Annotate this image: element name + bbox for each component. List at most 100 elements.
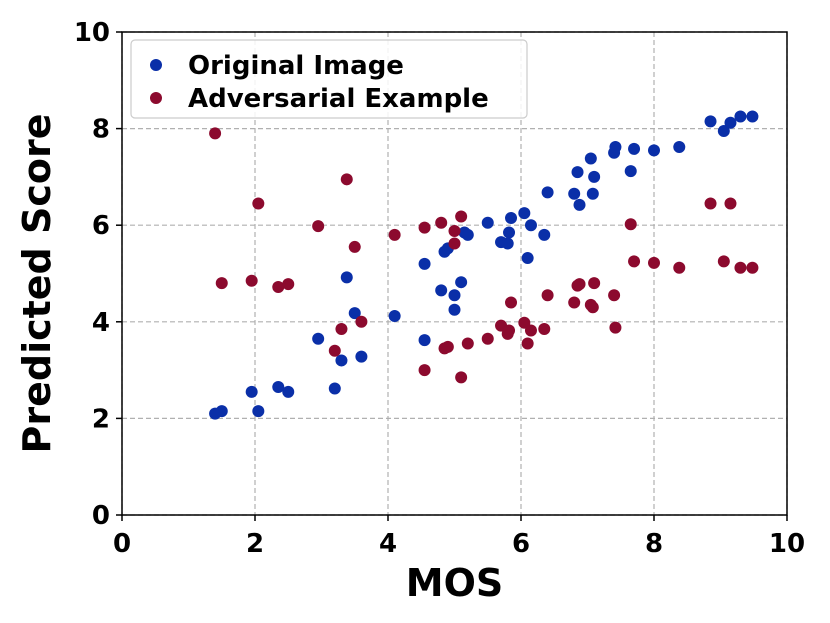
adversarial-example-point bbox=[524, 324, 537, 337]
adversarial-example-point bbox=[724, 197, 737, 210]
adversarial-example-point bbox=[388, 228, 401, 241]
adversarial-example-point bbox=[503, 324, 516, 337]
adversarial-example-point bbox=[340, 173, 353, 186]
legend-box bbox=[130, 39, 528, 119]
y-axis-label: Predicted Score bbox=[15, 114, 59, 454]
x-tick-label: 4 bbox=[379, 529, 397, 559]
adversarial-example-point bbox=[355, 315, 368, 328]
original-image-point bbox=[355, 350, 368, 363]
adversarial-example-point bbox=[435, 216, 448, 229]
adversarial-example-point bbox=[609, 321, 622, 334]
adversarial-example-point bbox=[481, 332, 494, 345]
original-image-point bbox=[215, 405, 228, 418]
original-image-point bbox=[628, 142, 641, 155]
adversarial-example-point bbox=[505, 296, 518, 309]
original-image-point bbox=[335, 354, 348, 367]
adversarial-example-point bbox=[746, 261, 759, 274]
y-tick-label: 4 bbox=[92, 308, 110, 338]
adversarial-example-point bbox=[282, 278, 295, 291]
original-image-point bbox=[746, 110, 759, 123]
adversarial-example-point bbox=[624, 218, 637, 231]
adversarial-example-point bbox=[418, 364, 431, 377]
adversarial-example-point bbox=[628, 255, 641, 268]
original-image-point bbox=[448, 289, 461, 302]
original-image-point bbox=[501, 237, 514, 250]
adversarial-example-point bbox=[461, 337, 474, 350]
adversarial-example-point bbox=[455, 371, 468, 384]
x-tick-label: 6 bbox=[512, 529, 530, 559]
original-image-point bbox=[584, 152, 597, 165]
adversarial-example-point bbox=[335, 323, 348, 336]
adversarial-example-point bbox=[328, 344, 341, 357]
y-tick-label: 10 bbox=[74, 18, 110, 48]
original-image-point bbox=[312, 332, 325, 345]
adversarial-example-point bbox=[418, 221, 431, 234]
y-tick-label: 8 bbox=[92, 115, 110, 145]
original-image-point bbox=[568, 187, 581, 200]
original-image-point bbox=[518, 207, 531, 220]
original-image-point bbox=[272, 381, 285, 394]
y-tick-label: 2 bbox=[92, 404, 110, 434]
axis-ticks: 0 2 4 6 8 10 0 2 4 6 8 10 bbox=[74, 18, 805, 559]
adversarial-example-point bbox=[541, 289, 554, 302]
adversarial-example-point bbox=[209, 127, 222, 140]
adversarial-example-point bbox=[448, 224, 461, 237]
original-image-point bbox=[340, 271, 353, 284]
data-points bbox=[209, 110, 759, 420]
adversarial-example-point bbox=[648, 256, 660, 269]
original-image-point bbox=[328, 382, 341, 395]
original-image-point bbox=[282, 385, 295, 398]
adversarial-example-point bbox=[608, 289, 621, 302]
adversarial-example-point bbox=[734, 261, 747, 274]
adversarial-example-point bbox=[441, 340, 454, 353]
original-image-point bbox=[724, 116, 737, 129]
y-tick-label: 0 bbox=[92, 501, 110, 531]
original-image-point bbox=[648, 144, 660, 157]
original-image-point bbox=[524, 219, 537, 232]
adversarial-example-point bbox=[252, 197, 265, 210]
original-image-point bbox=[704, 115, 717, 128]
x-tick-label: 2 bbox=[246, 529, 264, 559]
original-image-point bbox=[418, 334, 431, 347]
adversarial-example-point bbox=[673, 261, 686, 274]
original-image-point bbox=[461, 228, 474, 241]
original-image-point bbox=[734, 110, 747, 123]
adversarial-example-point bbox=[704, 197, 717, 210]
adversarial-example-point bbox=[573, 278, 586, 291]
original-image-point bbox=[541, 186, 554, 199]
original-image-point bbox=[586, 187, 599, 200]
original-image-point bbox=[573, 198, 586, 211]
adversarial-example-point bbox=[348, 240, 361, 253]
original-image-point bbox=[481, 216, 494, 229]
original-image-point bbox=[448, 303, 461, 316]
legend-marker-adversarial bbox=[150, 92, 162, 104]
adversarial-example-point bbox=[455, 210, 468, 223]
original-image-point bbox=[571, 166, 584, 179]
adversarial-example-point bbox=[272, 281, 285, 294]
x-tick-label: 10 bbox=[769, 529, 805, 559]
adversarial-example-point bbox=[215, 277, 228, 290]
adversarial-example-point bbox=[717, 255, 730, 268]
original-image-point bbox=[455, 276, 468, 289]
legend-label-original: Original Image bbox=[188, 51, 404, 81]
y-tick-label: 6 bbox=[92, 211, 110, 241]
original-image-point bbox=[435, 284, 448, 297]
adversarial-example-point bbox=[312, 220, 325, 233]
original-image-point bbox=[388, 310, 401, 323]
legend-marker-original bbox=[150, 59, 162, 71]
adversarial-example-point bbox=[521, 337, 534, 350]
original-image-point bbox=[538, 228, 551, 241]
original-image-point bbox=[673, 140, 686, 153]
original-image-point bbox=[245, 385, 258, 398]
original-image-point bbox=[717, 125, 730, 138]
x-tick-label: 8 bbox=[645, 529, 663, 559]
adversarial-example-point bbox=[588, 277, 601, 290]
original-image-point bbox=[588, 170, 601, 183]
plot-frame bbox=[121, 31, 788, 516]
original-image-point bbox=[418, 257, 431, 270]
original-image-point bbox=[505, 211, 518, 224]
original-image-point bbox=[521, 252, 534, 265]
adversarial-example-point bbox=[448, 237, 461, 250]
original-image-point bbox=[348, 307, 361, 320]
